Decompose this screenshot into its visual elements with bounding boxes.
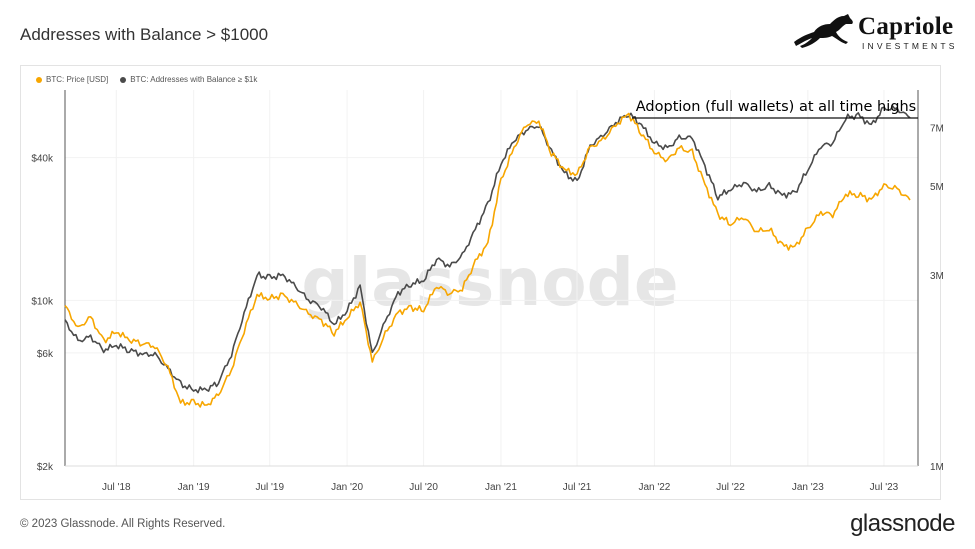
- annotation: Adoption (full wallets) at all time high…: [636, 99, 916, 115]
- legend-dot-price: [36, 76, 42, 83]
- x-tick-label: Jul '20: [409, 482, 438, 493]
- y-left-ticks: $2k $6k $10k $40k: [31, 154, 54, 473]
- watermark: glassnode: [301, 244, 678, 321]
- x-tick-label: Jan '22: [638, 482, 670, 493]
- x-tick-label: Jul '21: [563, 482, 592, 493]
- legend-dot-addresses: [120, 76, 127, 83]
- copyright: © 2023 Glassnode. All Rights Reserved.: [20, 518, 226, 530]
- legend-label-addresses: BTC: Addresses with Balance ≥ $1k: [130, 75, 258, 84]
- y-left-tick-label: $2k: [37, 462, 54, 473]
- legend: BTC: Price [USD] BTC: Addresses with Bal…: [36, 75, 257, 84]
- x-tick-label: Jul '19: [255, 482, 284, 493]
- x-tick-label: Jul '18: [102, 482, 131, 493]
- x-tick-label: Jul '23: [870, 482, 899, 493]
- series-layer: [64, 105, 911, 408]
- logo-subtitle: INVESTMENTS: [862, 41, 958, 51]
- y-left-tick-label: $6k: [37, 349, 54, 360]
- capriole-logo: Capriole INVESTMENTS: [792, 12, 962, 54]
- x-tick-label: Jan '19: [178, 482, 210, 493]
- legend-label-price: BTC: Price [USD]: [46, 75, 109, 84]
- y-left-tick-label: $40k: [31, 154, 54, 165]
- legend-item-price[interactable]: BTC: Price [USD]: [36, 75, 108, 84]
- glassnode-brand: glassnode: [850, 510, 955, 537]
- y-right-tick-label: 1M: [930, 462, 944, 473]
- x-tick-label: Jan '21: [485, 482, 517, 493]
- legend-item-addresses[interactable]: BTC: Addresses with Balance ≥ $1k: [120, 75, 257, 84]
- series-line-addresses: [64, 105, 911, 394]
- horse-icon: [794, 14, 853, 48]
- y-right-tick-label: 5M: [930, 182, 944, 193]
- y-right-tick-label: 7M: [930, 124, 944, 135]
- series-line-price: [64, 112, 911, 408]
- x-tick-label: Jul '22: [716, 482, 745, 493]
- y-right-tick-label: 3M: [930, 271, 944, 282]
- x-axis-ticks: Jul '18 Jan '19 Jul '19 Jan '20 Jul '20 Jan '…: [102, 482, 899, 493]
- logo-name: Capriole: [858, 13, 954, 40]
- x-tick-label: Jan '23: [792, 482, 824, 493]
- y-right-ticks: 1M 3M 5M 7M: [930, 124, 944, 473]
- y-left-tick-label: $10k: [31, 296, 54, 307]
- chart-title: Addresses with Balance > $1000: [20, 25, 269, 44]
- x-tick-label: Jan '20: [331, 482, 363, 493]
- chart-frame: [20, 65, 941, 500]
